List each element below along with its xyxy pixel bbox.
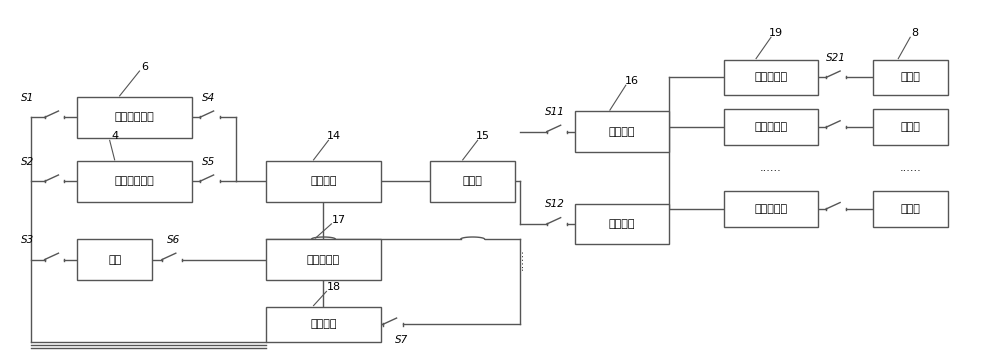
Bar: [873, 109, 948, 145]
Text: 电量采集器: 电量采集器: [754, 204, 788, 214]
Text: 电量采集器: 电量采集器: [754, 122, 788, 132]
Text: S6: S6: [167, 235, 180, 245]
Text: 18: 18: [326, 282, 340, 292]
Text: S1: S1: [21, 93, 34, 103]
Text: 19: 19: [769, 28, 783, 38]
Bar: [430, 161, 515, 202]
Text: S3: S3: [21, 235, 34, 245]
Text: 电量传感器: 电量传感器: [307, 255, 340, 265]
Text: ......: ......: [760, 163, 782, 173]
Text: 风力发电装置: 风力发电装置: [115, 112, 154, 122]
Text: S7: S7: [395, 335, 408, 345]
Text: 充电口: 充电口: [900, 73, 920, 82]
Text: S21: S21: [826, 53, 846, 63]
Text: 16: 16: [625, 76, 639, 86]
Text: 充电口: 充电口: [900, 122, 920, 132]
Text: 15: 15: [476, 131, 490, 141]
Text: 逆变器: 逆变器: [463, 177, 483, 186]
Bar: [266, 161, 381, 202]
Text: S4: S4: [202, 93, 215, 103]
Text: 总控制器: 总控制器: [310, 177, 337, 186]
Text: S12: S12: [545, 200, 565, 209]
Bar: [724, 191, 818, 227]
Bar: [77, 161, 192, 202]
Text: 6: 6: [141, 62, 148, 72]
Bar: [873, 60, 948, 95]
Bar: [266, 307, 381, 342]
Text: 分控制器: 分控制器: [609, 219, 635, 229]
Text: 4: 4: [111, 131, 118, 141]
Bar: [575, 204, 669, 244]
Text: S2: S2: [21, 157, 34, 167]
Bar: [724, 109, 818, 145]
Bar: [873, 191, 948, 227]
Text: ......: ......: [899, 163, 921, 173]
Text: 蓄电池组: 蓄电池组: [310, 319, 337, 330]
Text: 电量采集器: 电量采集器: [754, 73, 788, 82]
Bar: [575, 111, 669, 152]
Bar: [266, 239, 381, 280]
Text: 光伏发电装置: 光伏发电装置: [115, 177, 154, 186]
Text: S11: S11: [545, 107, 565, 117]
Text: 充电口: 充电口: [900, 204, 920, 214]
Bar: [77, 97, 192, 138]
Bar: [77, 239, 152, 280]
Text: 8: 8: [912, 28, 919, 38]
Text: 市电: 市电: [108, 255, 121, 265]
Text: ......: ......: [515, 249, 525, 270]
Bar: [724, 60, 818, 95]
Text: 分控制器: 分控制器: [609, 127, 635, 136]
Text: 14: 14: [326, 131, 340, 141]
Text: S5: S5: [202, 157, 215, 167]
Text: 17: 17: [331, 214, 345, 225]
